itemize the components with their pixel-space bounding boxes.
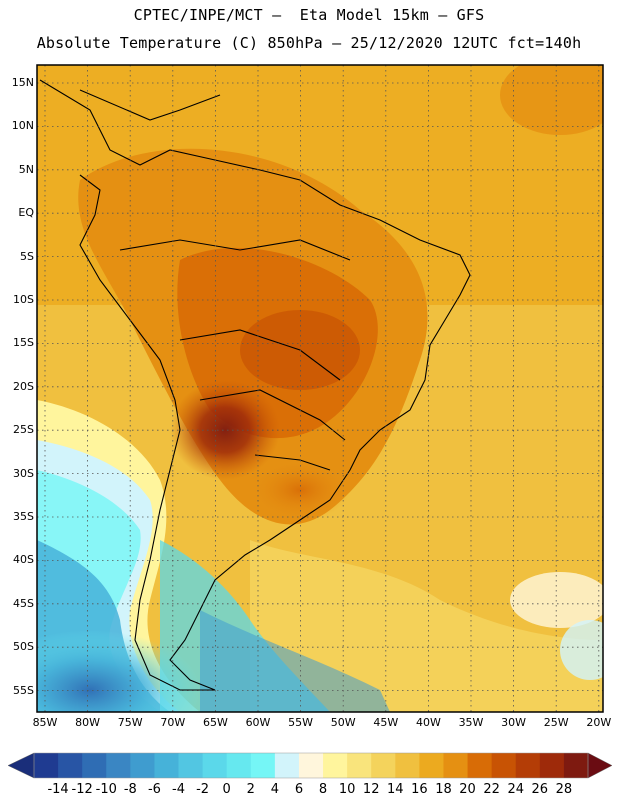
colorbar-swatch [154, 753, 180, 778]
lat-tick-label: 15N [11, 76, 34, 89]
colorbar-tick-label: 20 [459, 782, 476, 797]
lon-tick-label: 35W [458, 716, 484, 729]
map-title: CPTEC/INPE/MCT – Eta Model 15km – GFS [133, 6, 485, 24]
colorbar-tick-label: -2 [196, 782, 210, 797]
lat-tick-label: 10N [11, 119, 34, 133]
map-subtitle: Absolute Temperature (C) 850hPa – 25/12/… [36, 34, 582, 52]
colorbar-tick-label: -12 [71, 782, 93, 797]
colorbar-swatch [371, 753, 396, 778]
colorbar-tick-label: 28 [555, 782, 573, 797]
lon-tick-label: 80W [75, 716, 101, 729]
lat-tick-label: 50S [13, 640, 34, 654]
colorbar-tick-label: 8 [318, 782, 328, 797]
lon-tick-label: 70W [160, 716, 186, 729]
map-frame [36, 64, 604, 713]
lon-tick-label: 75W [117, 716, 143, 729]
colorbar-tick-label: 10 [338, 782, 356, 797]
lon-tick-label: 40W [415, 716, 441, 729]
colorbar-swatch [515, 753, 541, 778]
coastlines [39, 79, 471, 691]
colorbar [7, 752, 613, 779]
lat-tick-label: 45S [13, 596, 34, 610]
lat-tick-label: 15S [13, 336, 34, 350]
colorbar-tick-label: -10 [95, 782, 117, 797]
lat-tick-label: EQ [18, 206, 34, 220]
colorbar-tick-label: -6 [147, 782, 161, 797]
colorbar-swatch [58, 753, 83, 778]
lon-tick-label: 55W [288, 716, 314, 729]
colorbar-swatch [82, 753, 107, 778]
colorbar-swatch [563, 753, 589, 778]
lat-tick-label: 40S [13, 553, 34, 567]
lon-tick-label: 50W [330, 716, 356, 729]
colorbar-swatch [34, 753, 59, 778]
colorbar-swatch [298, 753, 324, 778]
lon-tick-label: 45W [373, 716, 399, 729]
colorbar-tick-label: 24 [507, 782, 524, 797]
colorbar-swatch [178, 753, 204, 778]
lat-tick-label: 10S [13, 293, 34, 306]
colorbar-tick-label: 14 [387, 782, 404, 797]
colorbar-swatch [491, 753, 517, 778]
lat-tick-label: 5S [20, 249, 34, 263]
colorbar-swatch [347, 753, 372, 778]
lon-tick-label: 30W [501, 716, 527, 729]
colorbar-tick-label: 16 [411, 782, 428, 797]
colorbar-swatch [106, 753, 131, 778]
colorbar-tick-label: 6 [294, 782, 304, 797]
colorbar-tick-label: 22 [483, 782, 500, 797]
colorbar-swatch [467, 753, 493, 778]
lon-tick-label: 60W [245, 716, 271, 729]
lon-tick-label: 65W [202, 716, 228, 729]
colorbar-swatch [226, 753, 252, 778]
colorbar-tick-label: 4 [270, 782, 279, 797]
lat-tick-label: 55S [13, 683, 34, 697]
colorbar-swatch [395, 753, 420, 778]
colorbar-outline [33, 752, 589, 779]
lat-tick-label: 35S [13, 510, 34, 523]
lon-tick-label: 20W [586, 716, 612, 729]
colorbar-swatch [443, 753, 469, 778]
colorbar-swatch [250, 753, 276, 778]
colorbar-tick-label: -4 [172, 782, 185, 797]
colorbar-low-arrow [7, 752, 35, 779]
colorbar-swatch [419, 753, 444, 778]
lon-tick-label: 85W [32, 716, 58, 729]
lat-tick-label: 5N [18, 162, 34, 176]
colorbar-tick-label: -14 [47, 782, 69, 797]
colorbar-high-arrow [587, 752, 613, 779]
colorbar-swatch [202, 753, 228, 778]
colorbar-tick-label: 0 [222, 782, 231, 797]
lon-tick-label: 25W [543, 716, 569, 729]
temperature-field [37, 65, 603, 712]
colorbar-swatch [130, 753, 155, 778]
colorbar-tick-label: 2 [246, 782, 255, 797]
lat-tick-label: 30S [13, 466, 34, 480]
colorbar-swatch [274, 753, 300, 778]
colorbar-tick-label: -8 [123, 782, 137, 797]
colorbar-swatch [539, 753, 565, 778]
colorbar-tick-label: 26 [531, 782, 549, 797]
colorbar-swatch [323, 753, 348, 778]
colorbar-tick-label: 12 [362, 782, 380, 797]
colorbar-tick-label: 18 [435, 782, 452, 797]
lat-tick-label: 20S [13, 379, 34, 393]
lat-tick-label: 25S [13, 423, 34, 437]
